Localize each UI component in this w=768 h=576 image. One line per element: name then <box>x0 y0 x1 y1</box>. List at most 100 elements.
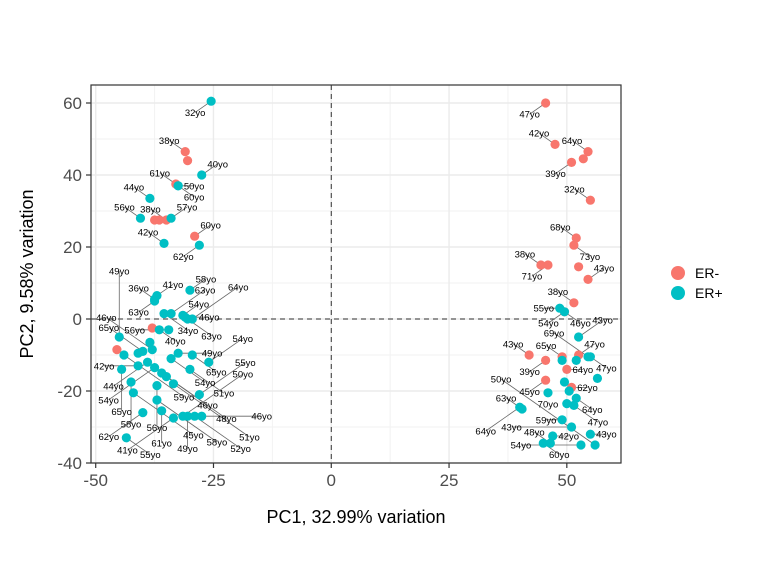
point-label: 32yo <box>185 108 206 119</box>
legend-label: ER- <box>695 265 719 281</box>
point-ER- <box>569 298 579 308</box>
point-label: 54yo <box>195 378 216 389</box>
point-ER+ <box>166 213 176 223</box>
point-label: 43yo <box>503 339 524 350</box>
point-ER+ <box>187 314 197 324</box>
y-tick-label: 40 <box>63 166 82 185</box>
point-label: 63yo <box>201 331 222 342</box>
point-label: 42yo <box>94 361 115 372</box>
point-ER- <box>536 260 546 270</box>
point-label: 42yo <box>138 228 159 239</box>
point-ER- <box>112 345 122 355</box>
point-label: 55yo <box>235 358 256 369</box>
point-label: 55yo <box>533 304 554 315</box>
point-label: 44yo <box>103 382 124 393</box>
label-connector <box>199 362 246 395</box>
point-ER- <box>543 260 553 270</box>
point-ER+ <box>557 415 567 425</box>
point-ER- <box>180 147 190 157</box>
point-label: 51yo <box>214 389 235 400</box>
point-label: 73yo <box>580 252 601 263</box>
point-ER+ <box>569 400 579 410</box>
point-label: 46yo <box>96 313 117 324</box>
point-label: 57yo <box>177 203 198 214</box>
point-label: 65yo <box>206 367 227 378</box>
point-label: 36yo <box>128 284 149 295</box>
point-ER+ <box>583 352 593 362</box>
point-ER+ <box>126 377 136 387</box>
point-ER+ <box>564 386 574 396</box>
reference-lines <box>91 85 621 463</box>
point-ER- <box>562 364 572 374</box>
point-label: 38yo <box>515 249 536 260</box>
y-axis-title: PC2, 9.58% variation <box>17 189 37 358</box>
point-ER+ <box>128 388 138 398</box>
point-label: 62yo <box>173 252 194 263</box>
x-tick-label: 50 <box>557 471 576 490</box>
point-label: 48yo <box>216 414 237 425</box>
point-ER+ <box>515 402 525 412</box>
point-label: 58yo <box>196 275 217 286</box>
point-label: 40yo <box>165 337 186 348</box>
point-ER+ <box>206 96 216 106</box>
point-ER- <box>550 139 560 149</box>
point-label: 42yo <box>529 129 550 140</box>
y-tick-label: 20 <box>63 238 82 257</box>
point-label: 49yo <box>202 349 223 360</box>
label-connector <box>108 327 144 352</box>
point-label: 64yo <box>228 282 249 293</box>
point-ER+ <box>152 395 162 405</box>
point-ER+ <box>194 390 204 400</box>
label-connector <box>126 437 151 455</box>
point-label: 61yo <box>149 168 170 179</box>
label-connector <box>106 317 153 350</box>
point-label: 48yo <box>524 428 545 439</box>
point-ER+ <box>168 379 179 389</box>
point-ER+ <box>173 348 183 358</box>
point-label: 43yo <box>596 430 617 441</box>
point-label: 45yo <box>183 430 204 441</box>
point-label: 60yo <box>200 221 221 232</box>
point-ER+ <box>157 406 167 416</box>
point-label: 54yo <box>232 334 253 345</box>
point-label: 54yo <box>538 319 559 330</box>
point-label: 59yo <box>536 415 557 426</box>
point-ER+ <box>168 413 179 423</box>
x-tick-label: -50 <box>83 471 108 490</box>
point-ER+ <box>185 285 195 295</box>
point-ER+ <box>576 440 586 450</box>
point-label: 46yo <box>199 313 220 324</box>
point-label: 59yo <box>174 393 195 404</box>
point-ER+ <box>182 411 193 421</box>
point-ER+ <box>566 422 577 432</box>
legend-key-ER+ <box>671 286 685 300</box>
point-ER- <box>182 156 193 166</box>
point-label: 50yo <box>184 181 205 192</box>
point-ER+ <box>571 355 581 365</box>
point-label: 47yo <box>519 110 540 121</box>
point-label: 44yo <box>124 183 145 194</box>
label-connector <box>182 373 244 417</box>
point-label: 61yo <box>151 439 172 450</box>
point-label: 43yo <box>592 316 613 327</box>
point-label: 64yo <box>573 365 594 376</box>
label-connector <box>170 289 206 314</box>
point-ER- <box>190 231 200 241</box>
point-ER+ <box>114 332 124 342</box>
point-ER- <box>578 154 588 164</box>
label-connector <box>108 412 144 437</box>
point-ER- <box>541 375 551 385</box>
point-ER+ <box>145 337 155 347</box>
point-ER- <box>583 274 593 284</box>
point-ER+ <box>119 350 129 360</box>
legend: ER- ER+ <box>671 265 723 301</box>
point-ER+ <box>559 307 570 317</box>
point-ER+ <box>574 332 584 342</box>
label-connector <box>578 319 603 338</box>
label-connector <box>208 338 244 363</box>
point-label: 65yo <box>99 323 120 334</box>
point-ER+ <box>187 350 197 360</box>
label-connector <box>500 378 596 446</box>
point-label: 34yo <box>178 326 199 337</box>
